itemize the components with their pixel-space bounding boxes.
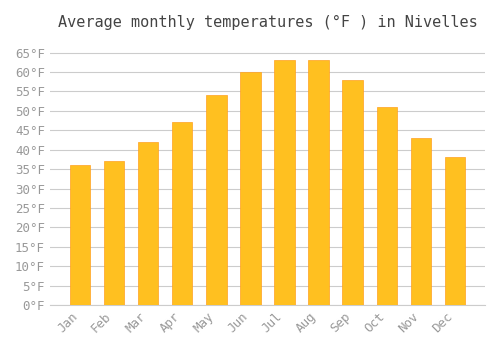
Bar	[240, 72, 260, 305]
Bar	[104, 161, 124, 305]
Title: Average monthly temperatures (°F ) in Nivelles: Average monthly temperatures (°F ) in Ni…	[58, 15, 478, 30]
Bar	[445, 158, 465, 305]
Bar	[308, 60, 329, 305]
Bar	[274, 60, 294, 305]
Bar	[138, 142, 158, 305]
Bar	[172, 122, 193, 305]
Bar	[410, 138, 431, 305]
Bar	[70, 165, 90, 305]
Bar	[376, 107, 397, 305]
Bar	[206, 95, 227, 305]
Bar	[342, 80, 363, 305]
